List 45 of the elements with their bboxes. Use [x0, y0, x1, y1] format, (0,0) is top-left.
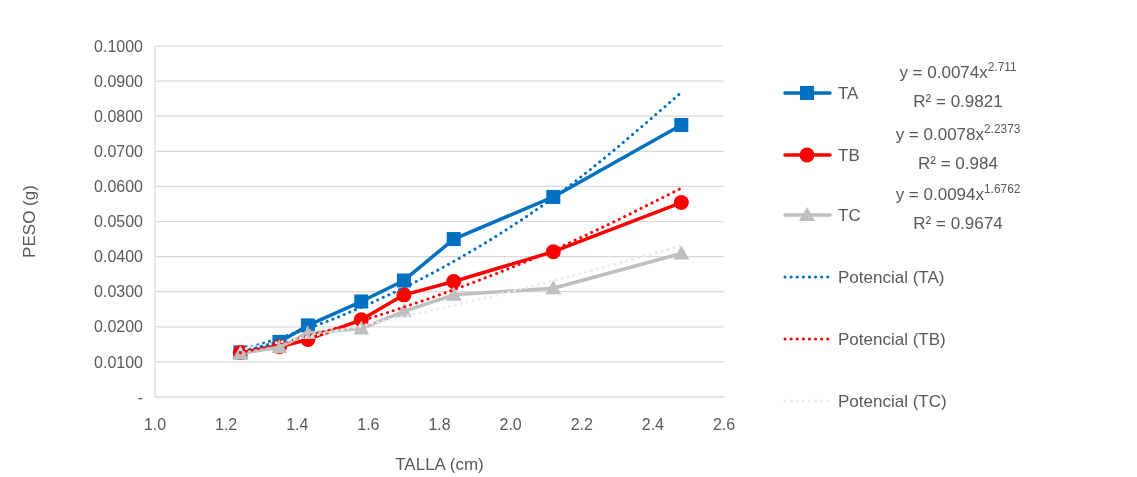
point [353, 320, 370, 335]
point [396, 287, 412, 303]
point [673, 245, 690, 260]
x-axis-title: TALLA (cm) [395, 455, 484, 474]
point [445, 286, 462, 301]
y-tick-label: 0.0900 [94, 72, 144, 90]
y-tick-label: 0.0300 [94, 283, 144, 301]
y-tick-label: 0.0400 [94, 248, 144, 266]
point [674, 117, 689, 132]
point [354, 294, 369, 309]
legend-label: TB [838, 145, 860, 165]
point [545, 280, 562, 295]
y-tick-label: 0.0200 [94, 318, 144, 336]
y-tick-label: 0.0600 [94, 178, 144, 195]
text: R² = 0.9821 [913, 91, 1003, 111]
y-axis-title: PESO (g) [20, 185, 39, 258]
text: y = 0.0094x$^{1.6762}$ [895, 181, 1021, 204]
legend-label: Potencial (TC) [838, 391, 947, 411]
x-tick-label: 1.2 [215, 416, 238, 433]
x-tick-label: 2.2 [570, 416, 593, 433]
text: R² = 0.9674 [913, 213, 1003, 233]
x-tick-label: 1.8 [428, 416, 451, 433]
x-tick-label: 1.6 [357, 416, 380, 433]
text: R² = 0.984 [918, 153, 998, 173]
y-tick-label: - [137, 388, 143, 406]
legend-label: Potencial (TB) [838, 329, 946, 349]
point [446, 232, 461, 247]
point [396, 273, 411, 288]
x-tick-label: 1.4 [286, 416, 309, 433]
legend-label: TC [838, 205, 861, 225]
x-tick-label: 2.0 [499, 416, 522, 433]
y-tick-label: 0.0500 [94, 213, 144, 231]
x-tick-label: 2.4 [641, 416, 665, 433]
x-tick-label: 2.6 [712, 416, 736, 433]
legend-label: TA [838, 83, 860, 103]
text: y = 0.0078x$^{2.2373}$ [895, 121, 1021, 144]
y-tick-label: 0.1000 [94, 37, 144, 55]
x-tick-label: 1.0 [143, 416, 167, 433]
y-tick-label: 0.0800 [94, 107, 144, 125]
y-tick-label: 0.0700 [94, 142, 144, 160]
legend-label: Potencial (TA) [838, 267, 945, 287]
point [673, 195, 689, 211]
y-tick-label: 0.0100 [94, 353, 144, 371]
point [446, 274, 462, 290]
text: y = 0.0074x$^{2.711}$ [899, 59, 1018, 82]
